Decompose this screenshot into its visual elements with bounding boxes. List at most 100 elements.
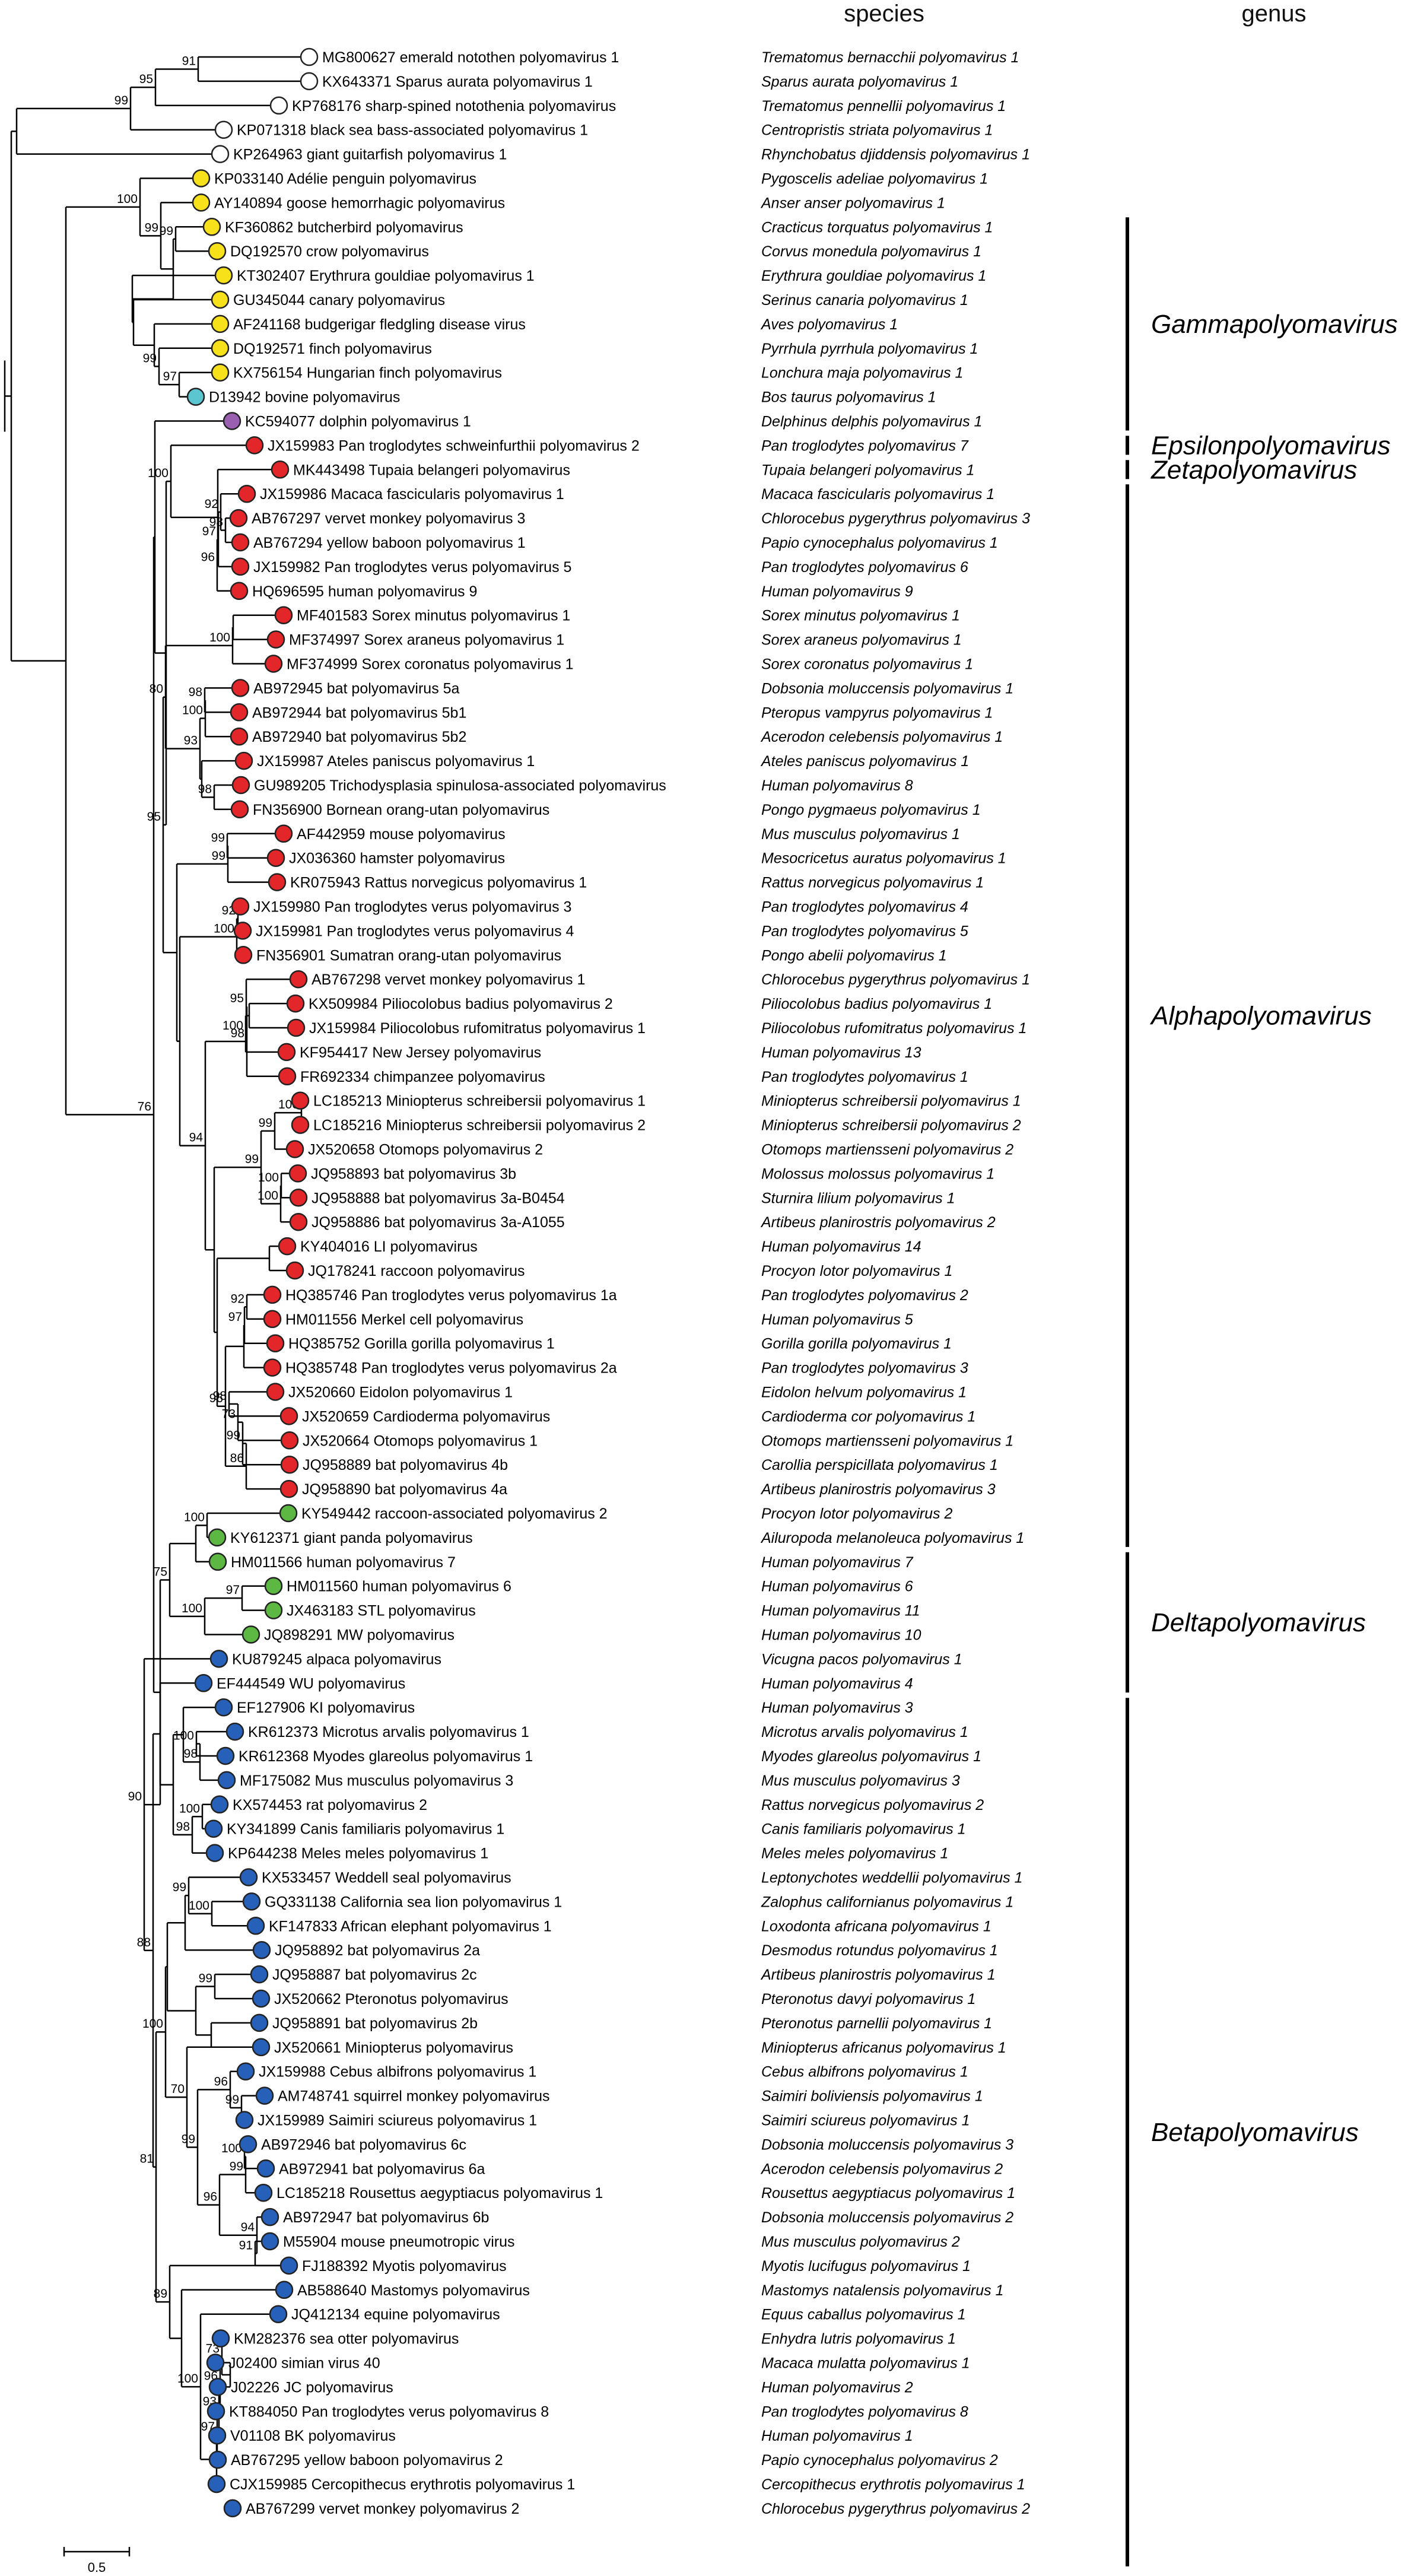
species-name: Desmodus rotundus polyomavirus 1 [761, 1942, 998, 1959]
species-name: Mus musculus polyomavirus 1 [761, 826, 960, 843]
bootstrap-value: 93 [184, 734, 198, 748]
taxon-label: JX463183 STL polyomavirus [287, 1603, 476, 1619]
bootstrap-value: 91 [239, 2238, 253, 2252]
species-name: Carollia perspicillata polyomavirus 1 [761, 1457, 998, 1473]
taxon-label: KT884050 Pan troglodytes verus polyomavi… [229, 2403, 549, 2420]
bootstrap-value: 95 [230, 992, 244, 1005]
taxon-marker [300, 47, 319, 66]
species-name: Lonchura maja polyomavirus 1 [761, 365, 963, 382]
species-name: Acerodon celebensis polyomavirus 2 [760, 2161, 1003, 2177]
taxon-marker [266, 849, 285, 867]
bootstrap-value: 95 [139, 72, 153, 86]
species-name: Vicugna pacos polyomavirus 1 [761, 1651, 962, 1667]
genus-column-header: genus [1242, 1, 1307, 27]
species-name: Otomops martiensseni polyomavirus 1 [761, 1432, 1013, 1449]
taxon-marker [211, 339, 230, 358]
species-name: Mesocricetus auratus polyomavirus 1 [761, 850, 1006, 867]
taxon-marker [217, 1771, 236, 1790]
taxon-label: KR612368 Myodes glareolus polyomavirus 1 [239, 1748, 533, 1765]
bootstrap-value: 99 [230, 2160, 243, 2174]
species-name: Sturnira lilium polyomavirus 1 [761, 1190, 955, 1206]
taxon-label: JX520658 Otomops polyomavirus 2 [308, 1142, 543, 1158]
bootstrap-value: 100 [179, 1802, 200, 1815]
species-name: Dobsonia moluccensis polyomavirus 1 [761, 680, 1013, 697]
taxon-label: JX520659 Cardioderma polyomavirus [302, 1408, 550, 1425]
bootstrap-value: 99 [225, 2093, 239, 2107]
bootstrap-value: 100 [214, 922, 234, 936]
bootstrap-value: 91 [182, 54, 196, 68]
species-name: Acerodon celebensis polyomavirus 1 [760, 729, 1003, 745]
taxon-marker [263, 1285, 282, 1304]
taxon-marker [239, 2135, 258, 2153]
taxon-marker [231, 533, 250, 552]
taxon-label: AB767297 vervet monkey polyomavirus 3 [252, 510, 525, 527]
taxon-marker [207, 2475, 226, 2494]
species-name: Human polyomavirus 10 [761, 1627, 921, 1644]
species-name: Macaca mulatta polyomavirus 1 [761, 2355, 970, 2372]
species-name: Dobsonia moluccensis polyomavirus 3 [761, 2136, 1013, 2153]
species-name: Rattus norvegicus polyomavirus 1 [761, 875, 984, 891]
taxon-marker [223, 412, 241, 430]
taxon-label: MF175082 Mus musculus polyomavirus 3 [240, 1773, 513, 1789]
taxon-marker [211, 315, 230, 333]
bootstrap-value: 100 [182, 1602, 202, 1615]
taxon-label: JX036360 hamster polyomavirus [289, 850, 505, 867]
taxon-label: MK443498 Tupaia belangeri polyomavirus [293, 462, 570, 478]
taxon-label: HM011566 human polyomavirus 7 [231, 1554, 456, 1571]
taxon-label: JQ958890 bat polyomavirus 4a [302, 1481, 507, 1498]
taxon-marker [291, 1091, 310, 1110]
species-name: Artibeus planirostris polyomavirus 3 [760, 1481, 996, 1498]
taxon-marker [211, 290, 230, 309]
taxon-marker [231, 679, 250, 697]
tree-branches [4, 56, 303, 2485]
taxon-marker [285, 1261, 304, 1280]
taxon-marker [279, 1504, 298, 1523]
taxon-marker [208, 2450, 227, 2469]
species-name: Cardioderma cor polyomavirus 1 [761, 1408, 975, 1425]
genus-brackets: Gammapolyomavirus EpsilonpolyomavirusZeta… [1126, 217, 1398, 2567]
taxon-marker [289, 1212, 308, 1231]
taxon-label: JX159983 Pan troglodytes schweinfurthii … [268, 437, 640, 454]
species-name: Canis familiaris polyomavirus 1 [761, 1821, 966, 1838]
species-name: Pygoscelis adeliae polyomavirus 1 [761, 171, 988, 188]
taxon-label: AB767294 yellow baboon polyomavirus 1 [253, 535, 526, 551]
bootstrap-value: 100 [189, 1899, 209, 1913]
taxon-marker [208, 2378, 227, 2396]
species-name: Mus musculus polyomavirus 2 [761, 2234, 960, 2250]
taxon-label: LC185213 Miniopterus schreibersii polyom… [313, 1093, 646, 1110]
taxon-label: HM011556 Merkel cell polyomavirus [285, 1311, 523, 1328]
species-name: Human polyomavirus 14 [761, 1238, 921, 1255]
taxon-marker [266, 630, 285, 649]
taxon-label: JQ958886 bat polyomavirus 3a-A1055 [312, 1214, 565, 1231]
taxon-label: JQ958888 bat polyomavirus 3a-B0454 [312, 1190, 565, 1206]
species-name: Pyrrhula pyrrhula polyomavirus 1 [761, 341, 978, 357]
bootstrap-value: 97 [202, 525, 216, 538]
taxon-label: EF444549 WU polyomavirus [217, 1675, 405, 1692]
taxon-label: CJX159985 Cercopithecus erythrotis polyo… [230, 2476, 575, 2493]
species-name: Zalophus californianus polyomavirus 1 [761, 1894, 1013, 1910]
bootstrap-value: 98 [184, 1747, 198, 1761]
species-name: Otomops martiensseni polyomavirus 2 [761, 1142, 1013, 1158]
taxon-marker [210, 1795, 229, 1814]
species-name: Human polyomavirus 11 [761, 1603, 920, 1619]
species-name: Meles meles polyomavirus 1 [761, 1846, 948, 1862]
species-name: Trematomus bernacchii polyomavirus 1 [761, 49, 1019, 66]
bootstrap-value: 70 [171, 2082, 185, 2096]
taxon-label: KF360862 butcherbird polyomavirus [225, 219, 463, 236]
species-name: Rattus norvegicus polyomavirus 2 [761, 1797, 984, 1813]
taxon-marker [214, 120, 233, 139]
taxon-label: JQ412134 equine polyomavirus [291, 2307, 500, 2323]
taxon-label: AB588640 Mastomys polyomavirus [297, 2282, 530, 2299]
taxon-marker [252, 1989, 271, 2008]
taxon-label: HQ385752 Gorilla gorilla polyomavirus 1 [288, 1336, 555, 1352]
bootstrap-value: 97 [163, 370, 177, 383]
species-name: Pan troglodytes polyomavirus 8 [761, 2403, 968, 2420]
genus-name: Zetapolyomavirus [1151, 455, 1357, 484]
bootstrap-value: 80 [150, 682, 163, 696]
taxon-marker [209, 1650, 228, 1668]
bootstrap-value: 100 [142, 2017, 163, 2031]
species-name: Pongo pygmaeus polyomavirus 1 [761, 802, 981, 818]
taxon-label: KP264963 giant guitarfish polyomavirus 1 [233, 147, 507, 163]
taxon-marker [264, 1577, 283, 1595]
